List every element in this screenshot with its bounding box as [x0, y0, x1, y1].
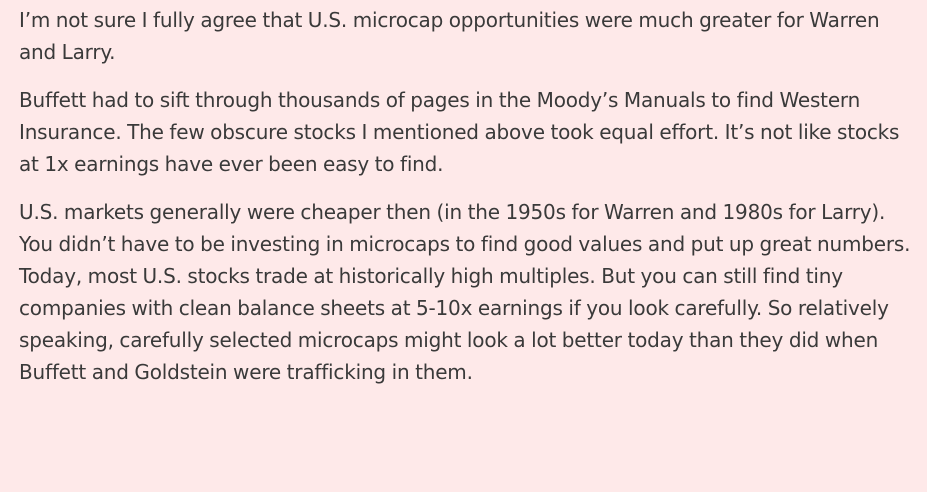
paragraph-3: U.S. markets generally were cheaper then…: [19, 200, 911, 384]
paragraph-2: Buffett had to sift through thousands of…: [19, 88, 900, 176]
paragraph-1: I’m not sure I fully agree that U.S. mic…: [19, 8, 880, 64]
article-body: I’m not sure I fully agree that U.S. mic…: [19, 8, 911, 384]
